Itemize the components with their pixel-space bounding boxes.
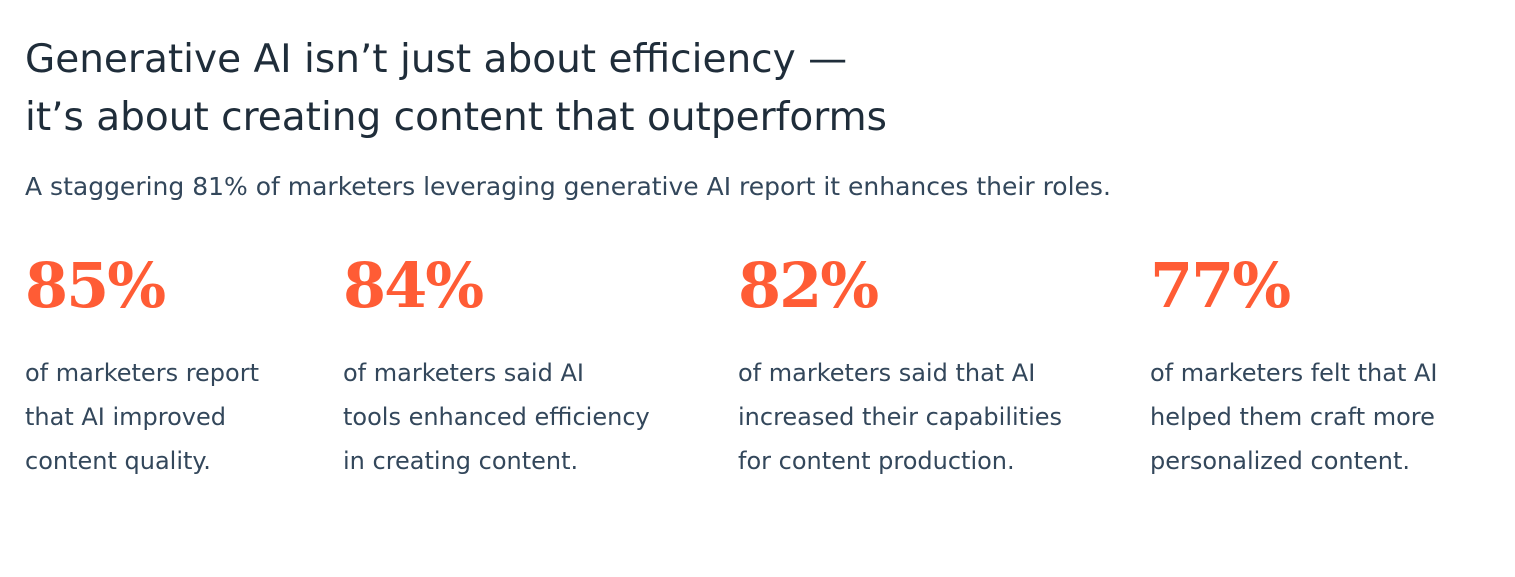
stat-description: of marketers felt that AI helped them cra… [1150, 351, 1437, 483]
description-line: tools enhanced efficiency [343, 403, 650, 431]
stat-block: 77% of marketers felt that AI helped them … [1150, 255, 1437, 483]
stat-value: 77% [1150, 249, 1291, 322]
stat-block: 85% of marketers report that AI improved co… [25, 255, 259, 483]
title-line: it’s about creating content that outperf… [25, 95, 887, 140]
description-line: of marketers felt that AI [1150, 359, 1438, 387]
description-line: of marketers said that AI [738, 359, 1036, 387]
description-line: helped them craft more [1150, 403, 1435, 431]
description-line: of marketers said AI [343, 359, 584, 387]
stat-value: 84% [343, 249, 484, 322]
stat-description: of marketers report that AI improved conte… [25, 351, 259, 483]
description-line: for content production. [738, 447, 1015, 475]
description-line: of marketers report [25, 359, 259, 387]
subtitle: A staggering 81% of marketers leveraging… [25, 172, 1111, 201]
description-line: content quality. [25, 447, 211, 475]
stat-block: 82% of marketers said that AI increased th… [738, 255, 1062, 483]
stat-block: 84% of marketers said AI tools enhanced ef… [343, 255, 650, 483]
stat-value: 82% [738, 249, 879, 322]
description-line: in creating content. [343, 447, 579, 475]
stat-description: of marketers said that AI increased their… [738, 351, 1062, 483]
description-line: that AI improved [25, 403, 226, 431]
stat-description: of marketers said AI tools enhanced effic… [343, 351, 650, 483]
stat-value: 85% [25, 249, 166, 322]
description-line: personalized content. [1150, 447, 1411, 475]
description-line: increased their capabilities [738, 403, 1062, 431]
title-line: Generative AI isn’t just about efficienc… [25, 37, 848, 82]
